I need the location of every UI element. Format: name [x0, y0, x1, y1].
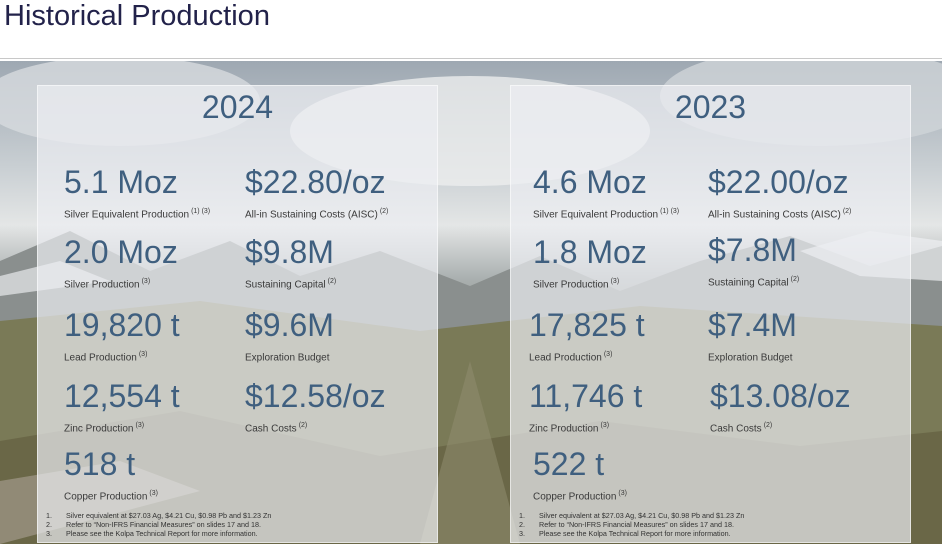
- metric-sustaining-capital: $9.8M Sustaining Capital (2): [245, 233, 336, 290]
- panel-2024: 2024 5.1 Moz Silver Equivalent Productio…: [37, 85, 438, 543]
- metric-zinc-production: 12,554 t Zinc Production (3): [64, 377, 180, 434]
- footnote-ref: (2): [842, 208, 852, 215]
- metric-exploration-budget: $7.4M Exploration Budget: [708, 306, 797, 363]
- metric-silver-equivalent-production: 4.6 Moz Silver Equivalent Production (1) …: [533, 163, 679, 220]
- footnote-ref: (3): [610, 278, 620, 285]
- metric-copper-production: 518 t Copper Production (3): [64, 445, 158, 502]
- metric-label: Exploration Budget: [708, 352, 793, 364]
- metric-label: Copper Production (3): [64, 490, 158, 503]
- metric-value: $7.4M: [708, 307, 797, 343]
- footnote-item: 1. Silver equivalent at $27.03 Ag, $4.21 …: [46, 511, 272, 520]
- metric-silver-production: 2.0 Moz Silver Production (3): [64, 233, 178, 290]
- metric-value: 11,746 t: [529, 378, 643, 414]
- metric-label: Zinc Production (3): [529, 422, 610, 435]
- metric-value: $12.58/oz: [245, 378, 386, 414]
- metric-label: Silver Equivalent Production (1) (3): [533, 208, 680, 221]
- year-heading: 2023: [674, 89, 747, 125]
- metric-label: Copper Production (3): [533, 490, 627, 503]
- metric-label: All-in Sustaining Costs (AISC) (2): [708, 208, 852, 221]
- page-title: Historical Production: [4, 0, 270, 32]
- footnote-item: 1. Silver equivalent at $27.03 Ag, $4.21 …: [519, 511, 745, 520]
- metric-value: $9.6M: [245, 307, 334, 343]
- metric-value: $7.8M: [708, 232, 797, 268]
- footnote-item: 3. Please see the Kolpa Technical Report …: [46, 529, 258, 538]
- footnote-ref: (1) (3): [660, 208, 680, 215]
- metric-label: Silver Equivalent Production (1) (3): [64, 208, 211, 221]
- metric-value: 1.8 Moz: [533, 234, 647, 270]
- year-heading: 2024: [201, 89, 274, 125]
- footnote-ref: (2): [790, 276, 800, 283]
- footnote-ref: (2): [379, 208, 389, 215]
- metric-label: Silver Production (3): [64, 278, 151, 291]
- metric-label: All-in Sustaining Costs (AISC) (2): [245, 208, 389, 221]
- metric-value: $13.08/oz: [710, 378, 851, 414]
- footnotes: 1. Silver equivalent at $27.03 Ag, $4.21 …: [46, 511, 271, 538]
- footnote-ref: (3): [141, 278, 151, 285]
- metric-value: $22.80/oz: [245, 164, 386, 200]
- metric-label: Zinc Production (3): [64, 422, 145, 435]
- metric-cash-costs: $12.58/oz Cash Costs (2): [245, 377, 386, 434]
- footnote-ref: (2): [327, 278, 337, 285]
- metric-aisc: $22.80/oz All-in Sustaining Costs (AISC)…: [245, 163, 388, 220]
- footnotes: 1. Silver equivalent at $27.03 Ag, $4.21 …: [519, 511, 744, 538]
- footnote-ref: (2): [763, 422, 773, 429]
- metric-value: 518 t: [64, 446, 136, 482]
- metric-sustaining-capital: $7.8M Sustaining Capital (2): [708, 231, 799, 288]
- metric-value: 19,820 t: [64, 307, 180, 343]
- metric-label: Lead Production (3): [64, 351, 148, 364]
- footnote-ref: (1) (3): [191, 208, 211, 215]
- metric-lead-production: 19,820 t Lead Production (3): [64, 306, 180, 363]
- metric-value: $9.8M: [245, 234, 334, 270]
- footnote-item: 2. Refer to “Non-IFRS Financial Measures”…: [519, 520, 734, 529]
- title-divider: [0, 58, 942, 59]
- panel-2023: 2023 4.6 Moz Silver Equivalent Productio…: [510, 85, 911, 543]
- footnote-ref: (3): [603, 351, 613, 358]
- metric-label: Sustaining Capital (2): [708, 276, 800, 289]
- metric-label: Silver Production (3): [533, 278, 620, 291]
- mountain-background-image: 2024 5.1 Moz Silver Equivalent Productio…: [0, 61, 942, 544]
- metric-value: 5.1 Moz: [64, 164, 178, 200]
- metric-value: 17,825 t: [529, 307, 645, 343]
- footnote-ref: (3): [149, 490, 158, 497]
- footnote-ref: (3): [135, 422, 145, 429]
- footnote-ref: (3): [138, 351, 148, 358]
- metric-value: 4.6 Moz: [533, 164, 647, 200]
- metric-silver-production: 1.8 Moz Silver Production (3): [533, 233, 647, 290]
- metric-exploration-budget: $9.6M Exploration Budget: [245, 306, 334, 363]
- metric-label: Cash Costs (2): [245, 422, 308, 435]
- footnote-ref: (3): [600, 422, 610, 429]
- metric-silver-equivalent-production: 5.1 Moz Silver Equivalent Production (1) …: [64, 163, 210, 220]
- footnote-item: 3. Please see the Kolpa Technical Report …: [519, 529, 731, 538]
- metric-label: Cash Costs (2): [710, 422, 773, 435]
- metric-value: 12,554 t: [64, 378, 180, 414]
- footnote-ref: (2): [298, 422, 308, 429]
- metric-label: Sustaining Capital (2): [245, 278, 337, 291]
- metric-copper-production: 522 t Copper Production (3): [533, 445, 627, 502]
- metric-aisc: $22.00/oz All-in Sustaining Costs (AISC)…: [708, 163, 851, 220]
- footnote-item: 2. Refer to “Non-IFRS Financial Measures”…: [46, 520, 261, 529]
- metric-value: 522 t: [533, 446, 605, 482]
- metric-cash-costs: $13.08/oz Cash Costs (2): [710, 377, 851, 434]
- metric-label: Exploration Budget: [245, 352, 330, 364]
- metric-label: Lead Production (3): [529, 351, 613, 364]
- metric-zinc-production: 11,746 t Zinc Production (3): [529, 377, 642, 434]
- metric-value: $22.00/oz: [708, 164, 849, 200]
- footnote-ref: (3): [618, 490, 627, 497]
- metric-value: 2.0 Moz: [64, 234, 178, 270]
- metric-lead-production: 17,825 t Lead Production (3): [529, 306, 645, 363]
